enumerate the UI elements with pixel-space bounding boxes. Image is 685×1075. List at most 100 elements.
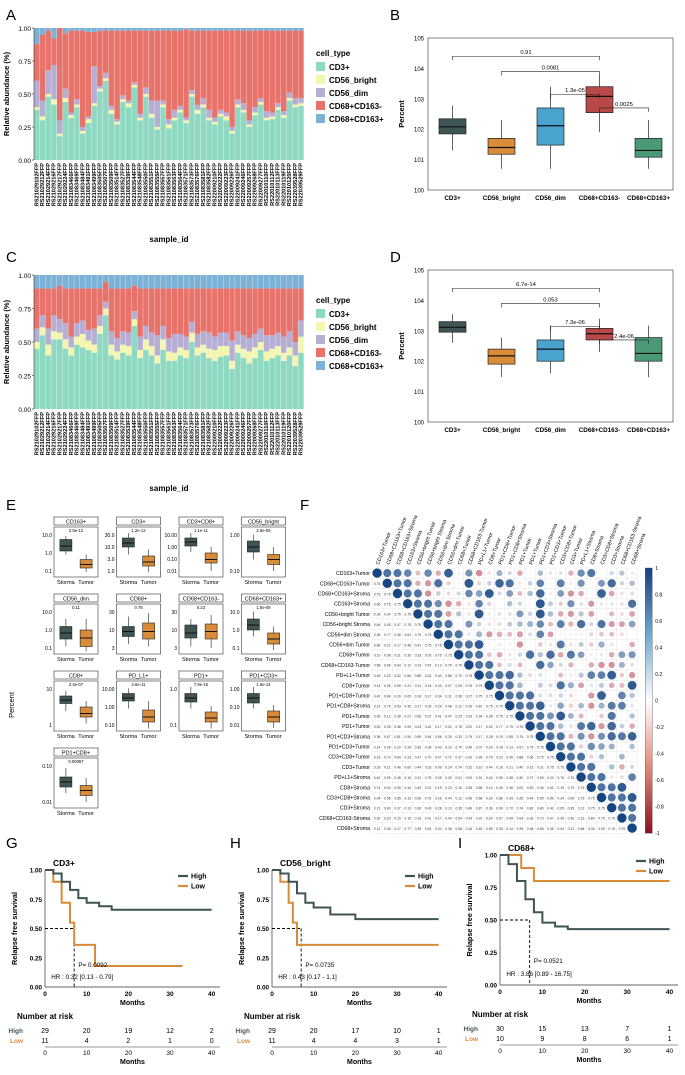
bar-segment bbox=[62, 88, 69, 98]
heatmap-value: 0.75 bbox=[404, 613, 411, 617]
heatmap-value: 0.64 bbox=[425, 735, 432, 739]
bar-segment bbox=[68, 115, 74, 118]
x-tick-label: RS22009223FFP bbox=[224, 412, 230, 455]
heatmap-value: 0.26 bbox=[435, 796, 442, 800]
x-tick-label: Tumor bbox=[266, 580, 282, 586]
heatmap-value: 0.29 bbox=[435, 705, 442, 709]
heatmap-circle bbox=[579, 601, 583, 606]
heatmap-circle bbox=[424, 599, 433, 608]
heatmap-value: 0.21 bbox=[506, 766, 513, 770]
heatmap-circle bbox=[446, 591, 451, 596]
x-tick-label: RS21083539FFP bbox=[126, 163, 132, 206]
bar-segment bbox=[171, 30, 178, 110]
hazard-ratio-label: HR : 0.32 [0.13 - 0.79] bbox=[51, 974, 113, 981]
bar-segment bbox=[263, 117, 270, 121]
bar-segment bbox=[85, 288, 92, 330]
bar-segment bbox=[102, 301, 109, 309]
risk-x-tick: 40 bbox=[208, 1050, 216, 1057]
heatmap-value: 0.82 bbox=[527, 807, 534, 811]
facet-title: PD_L1+ bbox=[128, 673, 148, 679]
heatmap-circle bbox=[630, 786, 634, 789]
bar-segment bbox=[34, 348, 40, 409]
heatmap-circle bbox=[588, 692, 595, 699]
heatmap-circle bbox=[557, 590, 565, 597]
legend-swatch bbox=[316, 62, 325, 71]
heatmap-circle bbox=[455, 600, 462, 607]
x-tick-label: RS21083571FFP bbox=[184, 412, 190, 455]
bar-segment bbox=[56, 339, 63, 409]
bar-segment bbox=[212, 121, 218, 125]
heatmap-circle bbox=[517, 601, 523, 606]
heatmap-value: 0.11 bbox=[415, 684, 421, 688]
heatmap-circle bbox=[476, 581, 482, 586]
heatmap-circle bbox=[599, 713, 604, 719]
heatmap-circle bbox=[529, 664, 531, 666]
x-tick-label: 40 bbox=[666, 989, 674, 996]
heatmap-circle bbox=[517, 662, 523, 668]
heatmap-circle bbox=[598, 722, 605, 730]
bar-segment bbox=[281, 28, 287, 31]
heatmap-circle bbox=[487, 571, 492, 575]
risk-x-tick: 10 bbox=[539, 1048, 547, 1055]
bar-segment bbox=[120, 344, 126, 353]
km-plot-i: CD68+0.000.250.500.751.000 10 20 30 40Months… bbox=[464, 843, 678, 1064]
bar-segment bbox=[212, 336, 218, 351]
heatmap-value: 0.66 bbox=[435, 735, 442, 739]
heatmap-circle bbox=[631, 755, 634, 758]
heatmap-value: 0.57 bbox=[517, 745, 524, 749]
heatmap-value: 0.21 bbox=[374, 705, 381, 709]
heatmap-circle bbox=[617, 793, 626, 802]
x-tick-label: 40 bbox=[435, 991, 443, 998]
heatmap-circle bbox=[537, 652, 543, 658]
bar-segment bbox=[143, 96, 149, 160]
heatmap-value: 0.67 bbox=[384, 735, 391, 739]
row-label: CD68+CD163-Tumor bbox=[321, 663, 370, 669]
legend-title: cell_type bbox=[316, 296, 351, 305]
heatmap-circle bbox=[620, 775, 624, 779]
bar-segment bbox=[125, 107, 132, 160]
panel-label-d: D bbox=[390, 249, 401, 266]
heatmap-value: 0.69 bbox=[506, 817, 513, 821]
legend-swatch bbox=[316, 361, 325, 370]
y-axis-title: Relapse free survival bbox=[465, 883, 474, 956]
heatmap-value: 0.59 bbox=[537, 796, 544, 800]
x-tick-label: RS21029212FFP bbox=[40, 163, 46, 206]
color-bar-tick: -1 bbox=[655, 831, 660, 837]
risk-value-high: 29 bbox=[41, 1028, 49, 1035]
heatmap-value: 0.37 bbox=[425, 715, 432, 719]
heatmap-circle bbox=[628, 651, 636, 659]
bar-segment bbox=[160, 325, 166, 340]
bar-segment bbox=[154, 127, 161, 130]
row-label: CD56+dim Tumor bbox=[329, 643, 370, 649]
heatmap-value: 0.25 bbox=[384, 684, 391, 688]
heatmap-circle bbox=[629, 692, 635, 699]
heatmap-circle bbox=[618, 661, 625, 668]
bar-segment bbox=[74, 275, 80, 289]
survival-curve-low bbox=[45, 869, 183, 967]
y-tick-label: 0.75 bbox=[485, 885, 498, 892]
heatmap-circle bbox=[495, 671, 504, 680]
legend-label: CD68+CD163- bbox=[329, 349, 382, 358]
x-tick-label: RS21029224FFP bbox=[63, 412, 69, 455]
bar-segment bbox=[229, 275, 235, 289]
bar-segment bbox=[258, 104, 264, 160]
facet-strip bbox=[178, 593, 224, 603]
heatmap-value: 0.78 bbox=[425, 776, 432, 780]
y-tick-label: 3 bbox=[112, 646, 115, 652]
x-tick-label: RS22010120FFP bbox=[287, 412, 293, 455]
bar-segment bbox=[91, 105, 97, 160]
bar-segment bbox=[286, 331, 293, 348]
bar-segment bbox=[108, 355, 115, 409]
p-value-label: 0.053 bbox=[543, 297, 558, 303]
bar-segment bbox=[114, 288, 120, 338]
bar-segment bbox=[79, 333, 86, 348]
heatmap-value: 0.10 bbox=[455, 786, 462, 790]
risk-x-tick: 20 bbox=[581, 1048, 589, 1055]
heatmap-value: 0.33 bbox=[374, 766, 381, 770]
x-tick-label: RS22009210FFP bbox=[212, 412, 218, 455]
bar-segment bbox=[235, 99, 241, 105]
legend-swatch bbox=[316, 335, 325, 344]
bar-segment bbox=[275, 355, 281, 409]
heatmap-circle bbox=[608, 764, 615, 770]
heatmap-value: 0.47 bbox=[445, 715, 452, 719]
